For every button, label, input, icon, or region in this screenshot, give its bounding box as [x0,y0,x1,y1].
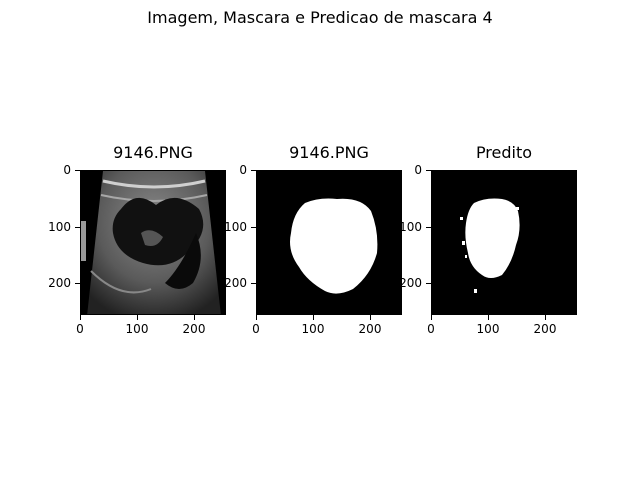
y-tick-label: 200 [224,276,247,290]
y-tick-label: 0 [63,163,71,177]
predicted-mask-image [431,170,577,315]
ultrasound-image [80,170,226,315]
y-tick-label: 100 [399,220,422,234]
panel-title: 9146.PNG [289,143,369,162]
x-tick-label: 100 [125,322,149,336]
x-tick-label: 200 [533,322,557,336]
x-tick-label: 0 [76,322,84,336]
x-tick-label: 0 [252,322,260,336]
x-tick-label: 100 [476,322,500,336]
x-tick-label: 200 [358,322,382,336]
y-tick-label: 200 [48,276,71,290]
y-tick-label: 100 [48,220,71,234]
y-tick-label: 0 [239,163,247,177]
x-tick-label: 200 [182,322,206,336]
y-tick-label: 100 [224,220,247,234]
y-tick-label: 200 [399,276,422,290]
y-tick-label: 0 [414,163,422,177]
ground-truth-mask-image [256,170,402,315]
panel-title: Predito [475,143,533,162]
figure-title: Imagem, Mascara e Predicao de mascara 4 [147,8,493,27]
image-panel: 9146.PNG 0 100 200 0 100 2 [48,143,226,336]
x-tick-label: 100 [301,322,325,336]
prediction-panel: Predito 0 100 200 0 100 200 [399,143,577,336]
panel-title: 9146.PNG [113,143,193,162]
mask-panel: 9146.PNG 0 100 200 0 100 200 [224,143,402,336]
x-tick-label: 0 [427,322,435,336]
